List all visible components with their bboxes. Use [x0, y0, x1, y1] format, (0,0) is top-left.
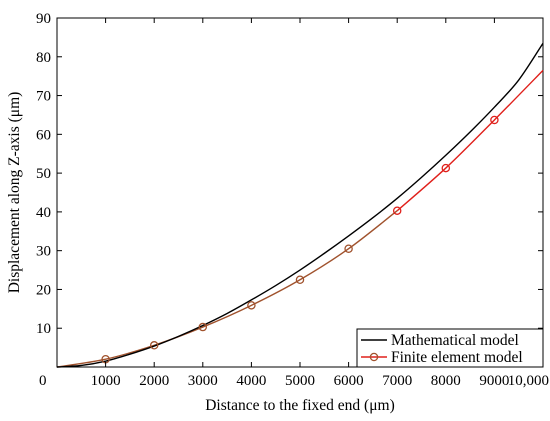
- data-point-finite-element-model: [198, 322, 208, 332]
- x-tick-label: 8000: [431, 373, 461, 389]
- y-tick-label: 10: [36, 321, 51, 337]
- x-tick-label: 4000: [236, 373, 266, 389]
- y-axis-title: Displacement along Z-axis (μm): [6, 92, 23, 294]
- y-tick-label: 40: [36, 205, 51, 221]
- data-point-finite-element-model: [247, 301, 256, 310]
- axis-ticks: [56, 17, 544, 367]
- x-tick-label: 6000: [334, 373, 364, 389]
- x-tick-label: 9000: [479, 373, 509, 389]
- data-point-finite-element-model: [149, 341, 159, 350]
- x-axis-title: Distance to the fixed end (μm): [205, 397, 395, 414]
- markers-layer: [101, 115, 499, 364]
- legend-box: [356, 328, 544, 368]
- data-point-finite-element-model: [295, 275, 305, 284]
- x-tick-label: 7000: [382, 373, 412, 389]
- y-tick-label: 60: [36, 127, 51, 143]
- series-line-mathematical-model: [56, 42, 544, 368]
- series-line-finite-element-model-early: [56, 210, 398, 368]
- legend-marker-finite-element-model: [369, 352, 379, 362]
- data-point-finite-element-model: [392, 206, 402, 215]
- y-tick-label: 50: [36, 166, 51, 182]
- plot-frame: [56, 17, 544, 368]
- x-tick-label: 3000: [188, 373, 218, 389]
- y-tick-label: 30: [36, 244, 51, 260]
- data-point-finite-element-model: [490, 115, 499, 125]
- y-tick-label: 20: [36, 282, 51, 298]
- series-layer: [56, 42, 544, 368]
- y-tick-label: 90: [36, 11, 51, 27]
- legend: Mathematical model Finite element model: [356, 328, 544, 368]
- x-tick-label: 5000: [285, 373, 315, 389]
- legend-label-mathematical-model: Mathematical model: [391, 332, 519, 349]
- data-point-finite-element-model: [344, 244, 353, 253]
- x-tick-label: 0: [39, 373, 47, 389]
- plot-area: [56, 17, 544, 368]
- x-tick-label: 10,000: [508, 373, 549, 389]
- y-tick-label: 70: [36, 89, 51, 105]
- x-tick-label: 2000: [139, 373, 169, 389]
- y-tick-label: 80: [36, 50, 51, 66]
- legend-label-finite-element-model: Finite element model: [391, 349, 523, 366]
- data-point-finite-element-model: [441, 163, 451, 173]
- x-tick-label: 1000: [91, 373, 121, 389]
- series-line-finite-element-model: [396, 69, 544, 212]
- tick-labels: 0 1000 2000 3000 4000 5000 6000 7000 8000 900010,…: [36, 11, 549, 389]
